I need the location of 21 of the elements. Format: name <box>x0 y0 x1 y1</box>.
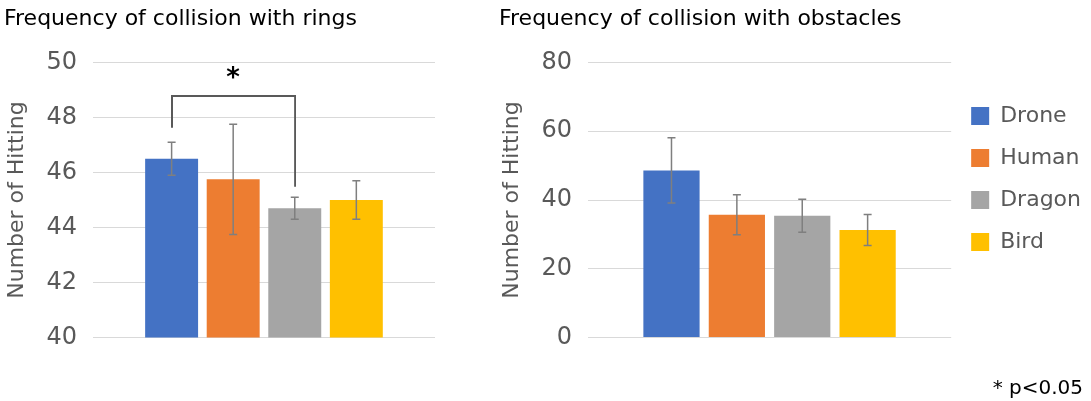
y-axis-title: Number of Hitting <box>497 101 523 299</box>
text: * p<0.05 <box>992 375 1083 399</box>
annotation: * <box>225 62 241 93</box>
y-tick-label: 20 <box>541 253 572 282</box>
y-tick-label: 46 <box>46 156 77 185</box>
legend-label: Dragon <box>1000 185 1082 211</box>
y-tick-label: 48 <box>46 101 77 130</box>
y-tick-label: 80 <box>541 46 572 75</box>
y-tick-label: 40 <box>46 321 77 350</box>
y-tick-label: 60 <box>541 115 572 144</box>
chart-title: Frequency of collision with rings <box>4 4 357 30</box>
y-tick-label: 0 <box>556 321 572 350</box>
y-tick-label: 50 <box>46 46 77 75</box>
legend-label: Bird <box>1000 227 1044 253</box>
y-tick-label: 40 <box>541 184 572 213</box>
y-tick-label: 44 <box>46 211 77 240</box>
y-tick-label: 42 <box>46 266 77 295</box>
legend-label: Human <box>1000 143 1080 169</box>
y-axis-title: Number of Hitting <box>2 101 28 299</box>
legend-label: Drone <box>1000 101 1067 127</box>
chart-title: Frequency of collision with obstacles <box>499 4 902 30</box>
